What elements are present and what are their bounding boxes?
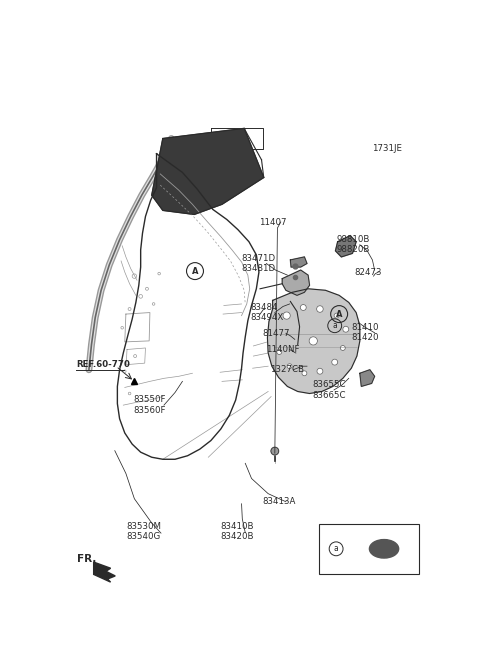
Text: 83413A: 83413A [263,497,296,506]
Text: 83550F
83560F: 83550F 83560F [133,396,166,415]
Polygon shape [267,289,360,394]
Text: 1140NF: 1140NF [266,345,300,354]
Text: 83655C
83665C: 83655C 83665C [312,380,346,399]
Text: REF.60-770: REF.60-770 [76,360,130,369]
Circle shape [334,313,339,318]
Circle shape [309,337,317,345]
Text: 98810B
98820B: 98810B 98820B [336,235,370,254]
Circle shape [283,312,290,319]
Circle shape [287,364,292,369]
Text: 81477: 81477 [262,328,289,338]
Circle shape [317,369,323,374]
Text: A: A [192,267,198,275]
Circle shape [271,447,279,455]
Text: 1327CB: 1327CB [270,365,304,374]
Text: 83530M
83540G: 83530M 83540G [126,522,161,541]
Text: 11407: 11407 [259,217,287,227]
Text: 1731JE: 1731JE [372,144,402,153]
Text: a: a [332,321,337,330]
Text: 83484
83494X: 83484 83494X [251,303,284,323]
Polygon shape [152,128,264,214]
Text: 82473: 82473 [354,267,382,277]
Text: 81410
81420: 81410 81420 [351,323,379,342]
Text: a: a [334,544,338,553]
Circle shape [340,346,345,350]
Polygon shape [94,562,115,582]
Text: 83471D
83481D: 83471D 83481D [241,254,276,273]
FancyBboxPatch shape [319,524,419,574]
Circle shape [300,304,306,311]
Circle shape [332,359,338,365]
Polygon shape [360,370,374,386]
Text: A: A [336,309,342,319]
Polygon shape [282,270,310,296]
Circle shape [317,306,323,312]
Circle shape [343,327,349,332]
Polygon shape [290,257,307,267]
Ellipse shape [370,539,399,558]
Text: FR.: FR. [77,555,96,564]
Circle shape [302,371,307,376]
Circle shape [277,350,282,355]
Text: 83410B
83420B: 83410B 83420B [220,522,253,541]
Polygon shape [336,236,356,257]
